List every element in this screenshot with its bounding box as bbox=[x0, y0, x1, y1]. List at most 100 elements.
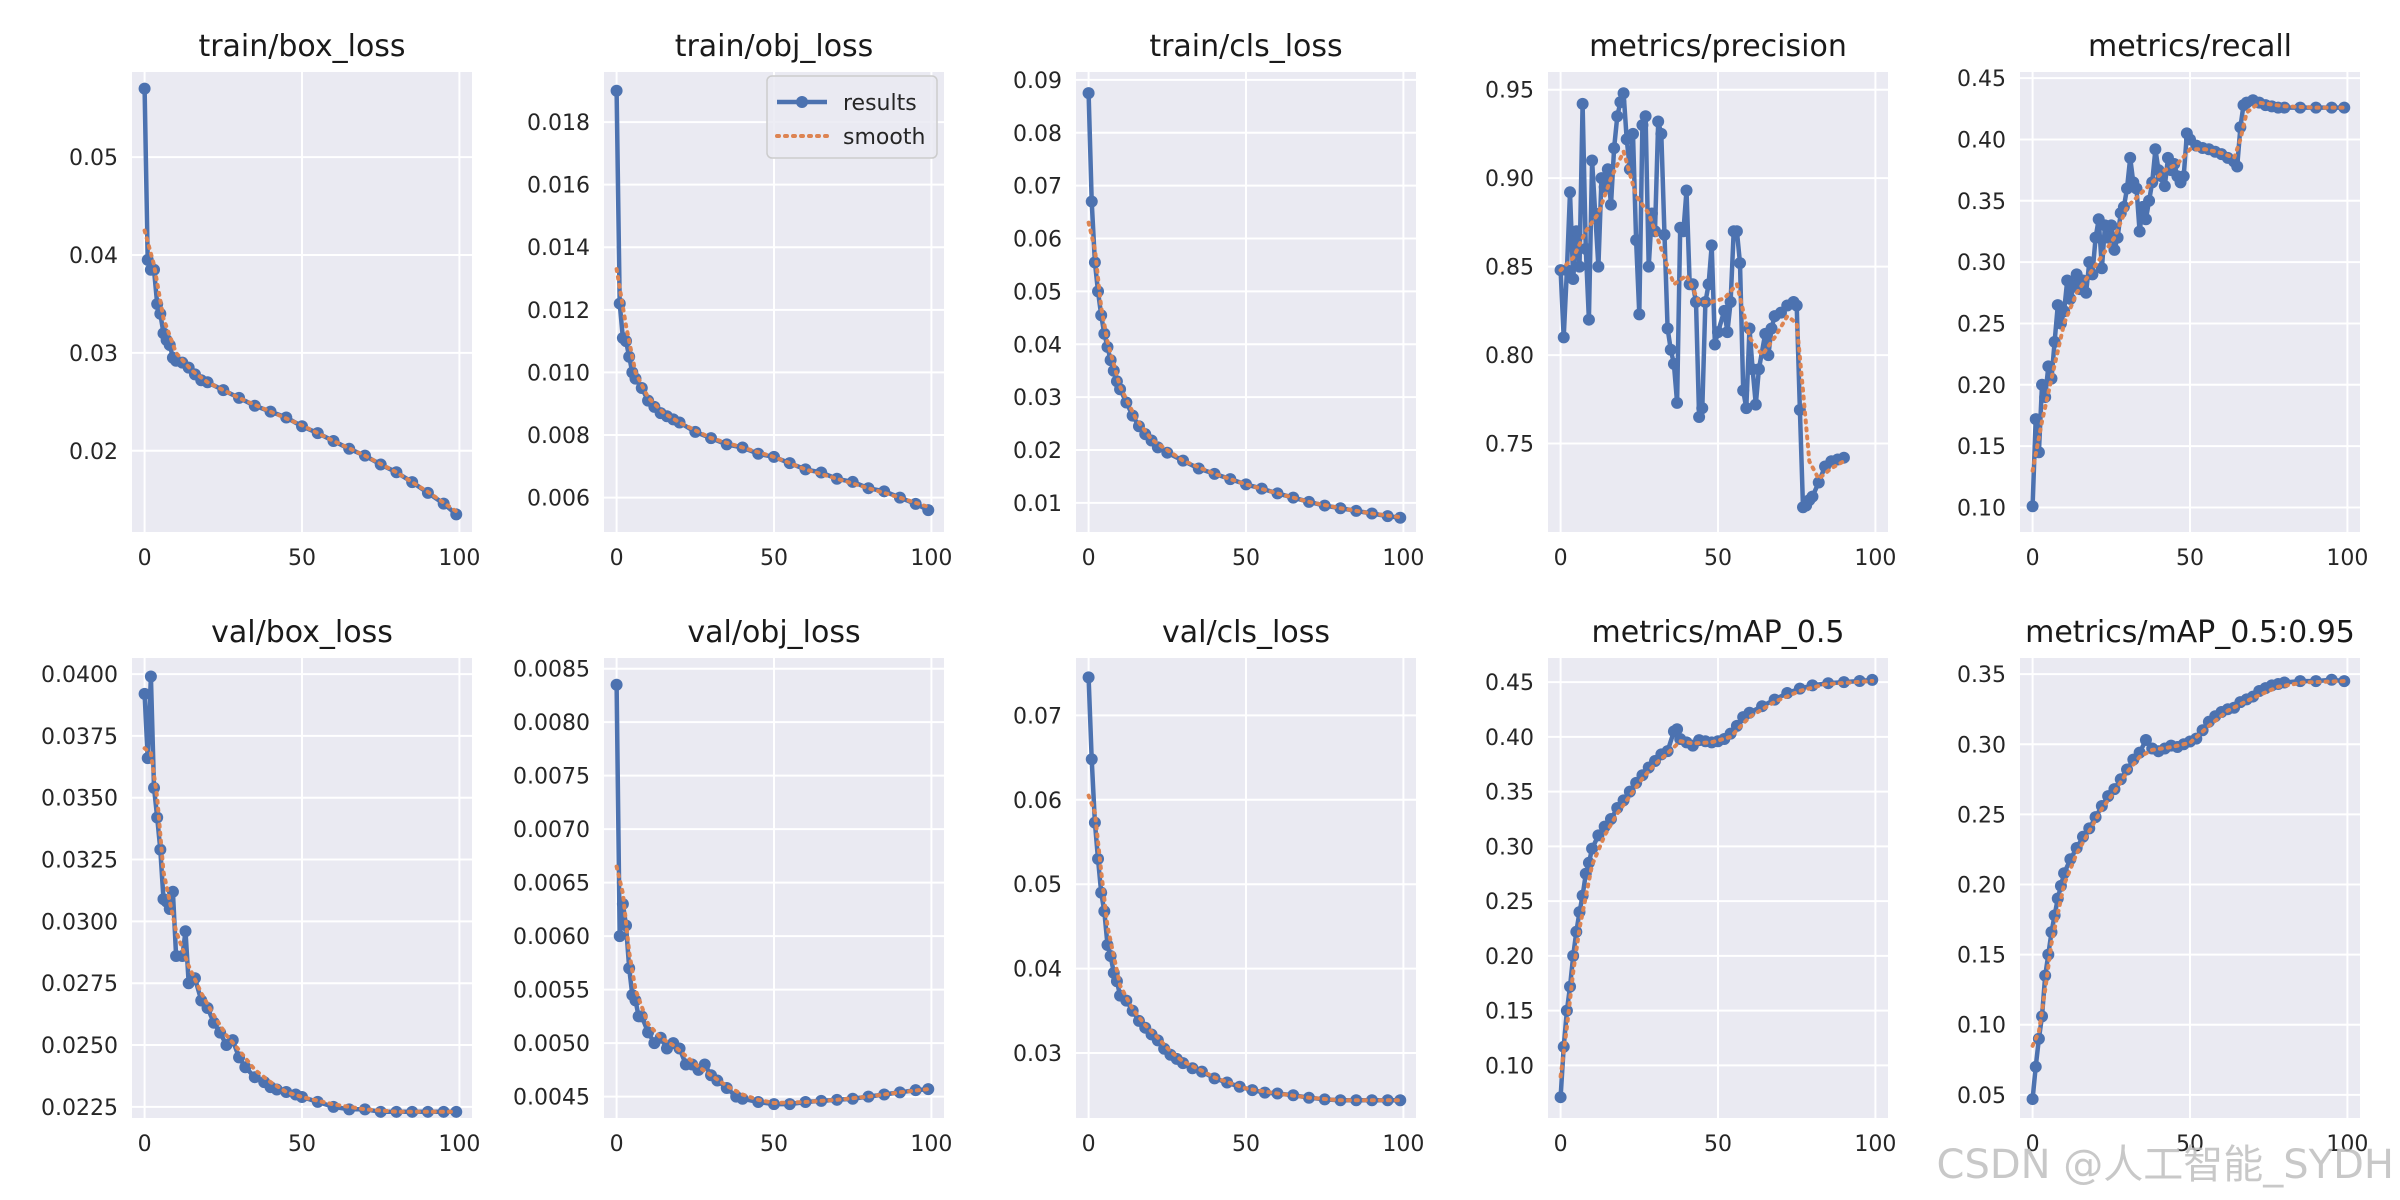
y-tick-label: 0.06 bbox=[1013, 228, 1062, 253]
results-point bbox=[1680, 184, 1693, 197]
results-point bbox=[1085, 753, 1098, 766]
y-tick-label: 0.08 bbox=[1013, 122, 1062, 147]
panel-title: metrics/mAP_0.5 bbox=[1592, 615, 1845, 650]
y-tick-label: 0.03 bbox=[69, 342, 118, 367]
panel-metrics-map-0-5-0-95: metrics/mAP_0.5:0.95 0 50 100 0.05 0.10 0.15 0.… bbox=[1957, 615, 2368, 1157]
results-point bbox=[610, 84, 623, 97]
y-tick-label: 0.0350 bbox=[41, 787, 118, 812]
y-tick-label: 0.01 bbox=[1013, 492, 1062, 517]
results-point bbox=[1671, 396, 1684, 409]
results-point bbox=[1708, 338, 1721, 351]
y-tick-label: 0.012 bbox=[527, 299, 590, 324]
results-point bbox=[2177, 170, 2190, 183]
results-point bbox=[2139, 213, 2152, 226]
x-tick-label: 0 bbox=[2026, 1132, 2040, 1157]
panel-metrics-recall: metrics/recall 0 50 100 0.10 0.15 0.20 0.25 0.30… bbox=[1957, 29, 2368, 571]
results-point bbox=[2133, 746, 2146, 759]
panel-title: train/obj_loss bbox=[675, 29, 874, 64]
y-tick-label: 0.35 bbox=[1957, 663, 2006, 688]
results-point bbox=[1671, 723, 1684, 736]
results-point bbox=[2133, 225, 2146, 238]
panel-train-obj-loss: train/obj_loss 0 50 100 0.006 0.008 0.010 0.012… bbox=[527, 29, 952, 571]
y-tick-label: 0.0225 bbox=[41, 1096, 118, 1121]
x-tick-label: 50 bbox=[288, 1132, 316, 1157]
results-point bbox=[2042, 360, 2055, 373]
y-tick-label: 0.30 bbox=[1957, 733, 2006, 758]
y-tick-label: 0.10 bbox=[1957, 1014, 2006, 1039]
results-point bbox=[1749, 398, 1762, 411]
panel-val-cls-loss: val/cls_loss 0 50 100 0.03 0.04 0.05 0.06 0.07 bbox=[1013, 615, 1424, 1157]
results-point bbox=[1601, 163, 1614, 176]
results-point bbox=[2158, 180, 2171, 193]
smooth-line bbox=[2030, 679, 2347, 1048]
results-point bbox=[2036, 378, 2049, 391]
results-point bbox=[1608, 142, 1621, 155]
results-point bbox=[1737, 384, 1750, 397]
results-point bbox=[1570, 225, 1583, 238]
results-point bbox=[1611, 110, 1624, 123]
legend-smooth-label: smooth bbox=[843, 125, 925, 150]
x-tick-label: 100 bbox=[1854, 546, 1896, 571]
y-tick-label: 0.04 bbox=[1013, 958, 1062, 983]
panel-title: train/box_loss bbox=[198, 29, 405, 64]
results-point bbox=[2143, 194, 2156, 207]
x-tick-label: 100 bbox=[438, 546, 480, 571]
y-tick-label: 0.02 bbox=[1013, 439, 1062, 464]
y-tick-label: 0.0250 bbox=[41, 1034, 118, 1059]
results-point bbox=[1790, 299, 1803, 312]
y-tick-label: 0.05 bbox=[1957, 1084, 2006, 1109]
smooth-line bbox=[2030, 100, 2347, 473]
results-point bbox=[1702, 278, 1715, 291]
x-tick-label: 50 bbox=[2176, 1132, 2204, 1157]
y-tick-label: 0.0300 bbox=[41, 910, 118, 935]
y-tick-label: 0.09 bbox=[1013, 69, 1062, 94]
results-point bbox=[1579, 242, 1592, 255]
results-point bbox=[1677, 225, 1690, 238]
y-tick-label: 0.85 bbox=[1485, 256, 1534, 281]
results-point bbox=[1740, 402, 1753, 415]
panel-title: val/cls_loss bbox=[1162, 615, 1330, 650]
x-tick-label: 0 bbox=[2026, 546, 2040, 571]
results-point bbox=[2058, 867, 2071, 880]
smooth-line bbox=[1558, 679, 1875, 1079]
results-point bbox=[1806, 490, 1819, 503]
y-tick-label: 0.10 bbox=[1957, 496, 2006, 521]
results-point bbox=[1582, 313, 1595, 326]
y-tick-label: 0.016 bbox=[527, 174, 590, 199]
results-point bbox=[1664, 343, 1677, 356]
results-point bbox=[138, 687, 151, 700]
y-tick-label: 0.25 bbox=[1957, 803, 2006, 828]
y-tick-label: 0.15 bbox=[1957, 435, 2006, 460]
x-tick-label: 50 bbox=[760, 546, 788, 571]
y-tick-label: 0.04 bbox=[1013, 333, 1062, 358]
y-tick-label: 0.06 bbox=[1013, 789, 1062, 814]
y-tick-label: 0.0080 bbox=[513, 711, 590, 736]
y-tick-label: 0.0070 bbox=[513, 818, 590, 843]
y-tick-label: 0.20 bbox=[1485, 945, 1534, 970]
results-point bbox=[1554, 1091, 1567, 1104]
y-tick-label: 0.014 bbox=[527, 236, 590, 261]
results-point bbox=[1082, 87, 1095, 100]
y-tick-label: 0.0055 bbox=[513, 979, 590, 1004]
panel-metrics-precision: metrics/precision 0 50 100 0.75 0.80 0.85 0.90 0… bbox=[1485, 29, 1896, 571]
results-point bbox=[1642, 260, 1655, 273]
results-line bbox=[1558, 677, 1873, 1098]
results-point bbox=[1586, 154, 1599, 167]
y-tick-label: 0.0065 bbox=[513, 872, 590, 897]
x-tick-label: 100 bbox=[2326, 546, 2368, 571]
legend: results smooth bbox=[766, 75, 938, 159]
smooth-line bbox=[1086, 793, 1403, 1103]
results-point bbox=[1655, 127, 1668, 140]
results-point bbox=[1765, 322, 1778, 335]
results-point bbox=[1604, 198, 1617, 211]
results-point bbox=[138, 82, 151, 95]
y-tick-label: 0.35 bbox=[1957, 190, 2006, 215]
results-point bbox=[2080, 286, 2093, 299]
results-point bbox=[1085, 195, 1098, 208]
results-point bbox=[1560, 264, 1573, 277]
y-tick-label: 0.30 bbox=[1485, 835, 1534, 860]
results-point bbox=[2139, 734, 2152, 747]
x-tick-label: 0 bbox=[1554, 1132, 1568, 1157]
legend-results-marker bbox=[796, 96, 808, 108]
x-tick-label: 50 bbox=[2176, 546, 2204, 571]
